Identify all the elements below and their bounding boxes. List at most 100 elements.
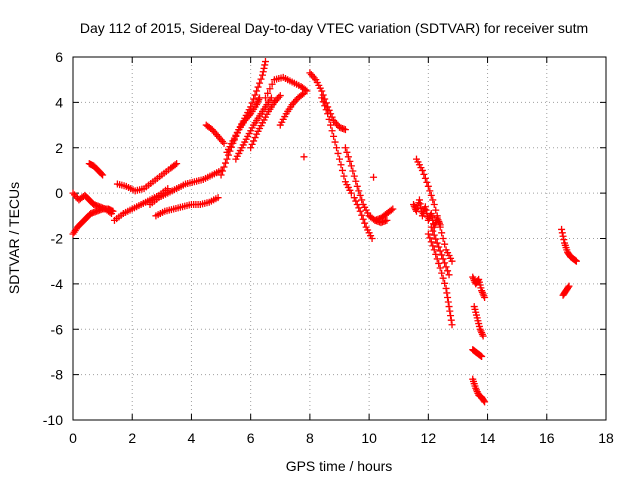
data-point <box>355 187 363 195</box>
data-point <box>327 121 335 129</box>
data-point <box>430 246 438 254</box>
series-arc-6.5h-to-8h <box>261 73 311 102</box>
plot-border <box>72 56 607 421</box>
data-point <box>264 89 272 97</box>
data-point <box>565 282 573 290</box>
series-upper-13.5h-to-13.9h <box>469 273 489 301</box>
series-fall-9.5h-to-10.2h <box>350 194 376 242</box>
data-point <box>340 172 348 180</box>
series-early-lower-arc <box>69 205 117 238</box>
series-arc-2.5h-to-5h <box>146 166 225 208</box>
data-point <box>298 90 306 98</box>
x-tick-label: 0 <box>69 430 77 446</box>
data-point <box>261 94 269 102</box>
data-point <box>439 274 447 282</box>
data-point <box>418 166 426 174</box>
data-point <box>219 167 227 175</box>
data-points <box>69 58 580 406</box>
data-point <box>435 217 443 225</box>
data-point <box>341 144 349 152</box>
series-arc-7h-to-8h-lower <box>276 89 308 129</box>
y-axis-ticks: -10 -8 -6 -4 -2 0 2 4 6 <box>43 49 606 428</box>
data-point <box>267 94 275 102</box>
x-tick-label: 16 <box>539 430 555 446</box>
data-point <box>268 80 276 88</box>
series-point-7.8h <box>300 153 308 161</box>
x-tick-label: 2 <box>128 430 136 446</box>
x-tick-label: 4 <box>188 430 196 446</box>
data-point <box>446 307 454 315</box>
data-point <box>300 89 308 97</box>
data-point <box>259 68 267 76</box>
series-rise-5.5h-to-6.8h <box>232 94 275 163</box>
data-point <box>322 106 330 114</box>
data-point <box>355 204 363 212</box>
data-point <box>338 166 346 174</box>
data-point <box>447 312 455 320</box>
data-point <box>251 134 259 142</box>
data-point <box>318 87 326 95</box>
chart-title: Day 112 of 2015, Sidereal Day-to-day VTE… <box>80 20 588 36</box>
data-point <box>427 238 435 246</box>
data-point <box>432 250 440 258</box>
data-point <box>356 191 364 199</box>
data-point <box>436 223 444 231</box>
data-point <box>478 352 486 360</box>
data-point <box>416 200 424 208</box>
data-point <box>260 64 268 72</box>
data-point <box>439 255 447 263</box>
y-tick-label: 6 <box>55 49 63 65</box>
data-point <box>325 115 333 123</box>
data-point <box>98 170 106 178</box>
x-tick-label: 8 <box>306 430 314 446</box>
data-point <box>442 263 450 271</box>
data-point <box>352 197 360 205</box>
series-fall-12h-to-12.8h <box>424 230 456 329</box>
data-point <box>558 229 566 237</box>
data-point <box>334 149 342 157</box>
x-tick-label: 10 <box>361 430 377 446</box>
data-point <box>558 225 566 233</box>
data-point <box>432 206 440 214</box>
series-lower-13.5h-to-13.8h <box>469 346 486 360</box>
data-point <box>427 210 435 218</box>
y-axis-label: SDTVAR / TECUs <box>6 182 22 294</box>
x-tick-label: 12 <box>421 430 437 446</box>
data-point <box>560 236 568 244</box>
data-point <box>336 155 343 163</box>
series-fall-12.1h-to-12.7h <box>427 223 453 279</box>
data-point <box>444 267 452 275</box>
series-arc-4.5h-to-5.2h <box>202 121 228 147</box>
data-point <box>99 171 107 179</box>
data-point <box>433 212 441 220</box>
data-point <box>436 247 444 255</box>
data-point <box>109 207 117 215</box>
data-point <box>427 191 435 199</box>
y-tick-label: -6 <box>51 321 64 337</box>
data-point <box>353 182 361 190</box>
x-tick-label: 6 <box>247 430 255 446</box>
data-point <box>173 160 181 168</box>
data-point <box>324 110 332 118</box>
y-tick-label: -8 <box>51 367 64 383</box>
data-point <box>441 240 449 248</box>
y-tick-label: -4 <box>51 276 64 292</box>
data-point <box>319 98 327 106</box>
data-point <box>259 71 267 79</box>
data-point <box>479 290 487 298</box>
series-late-16.5h-to-17h <box>558 225 580 265</box>
data-point <box>220 139 228 147</box>
y-tick-label: 4 <box>55 94 63 110</box>
data-point <box>423 178 431 186</box>
data-point <box>256 79 264 87</box>
data-point <box>261 58 269 66</box>
data-point <box>254 83 262 91</box>
data-point <box>346 157 354 165</box>
y-tick-label: 0 <box>55 185 63 201</box>
data-point <box>441 279 449 287</box>
series-arc-8h-to-9.2h <box>306 69 349 134</box>
data-point <box>433 255 441 263</box>
data-point <box>415 196 423 204</box>
series-fall-8.5h-to-9.5h <box>318 94 355 197</box>
